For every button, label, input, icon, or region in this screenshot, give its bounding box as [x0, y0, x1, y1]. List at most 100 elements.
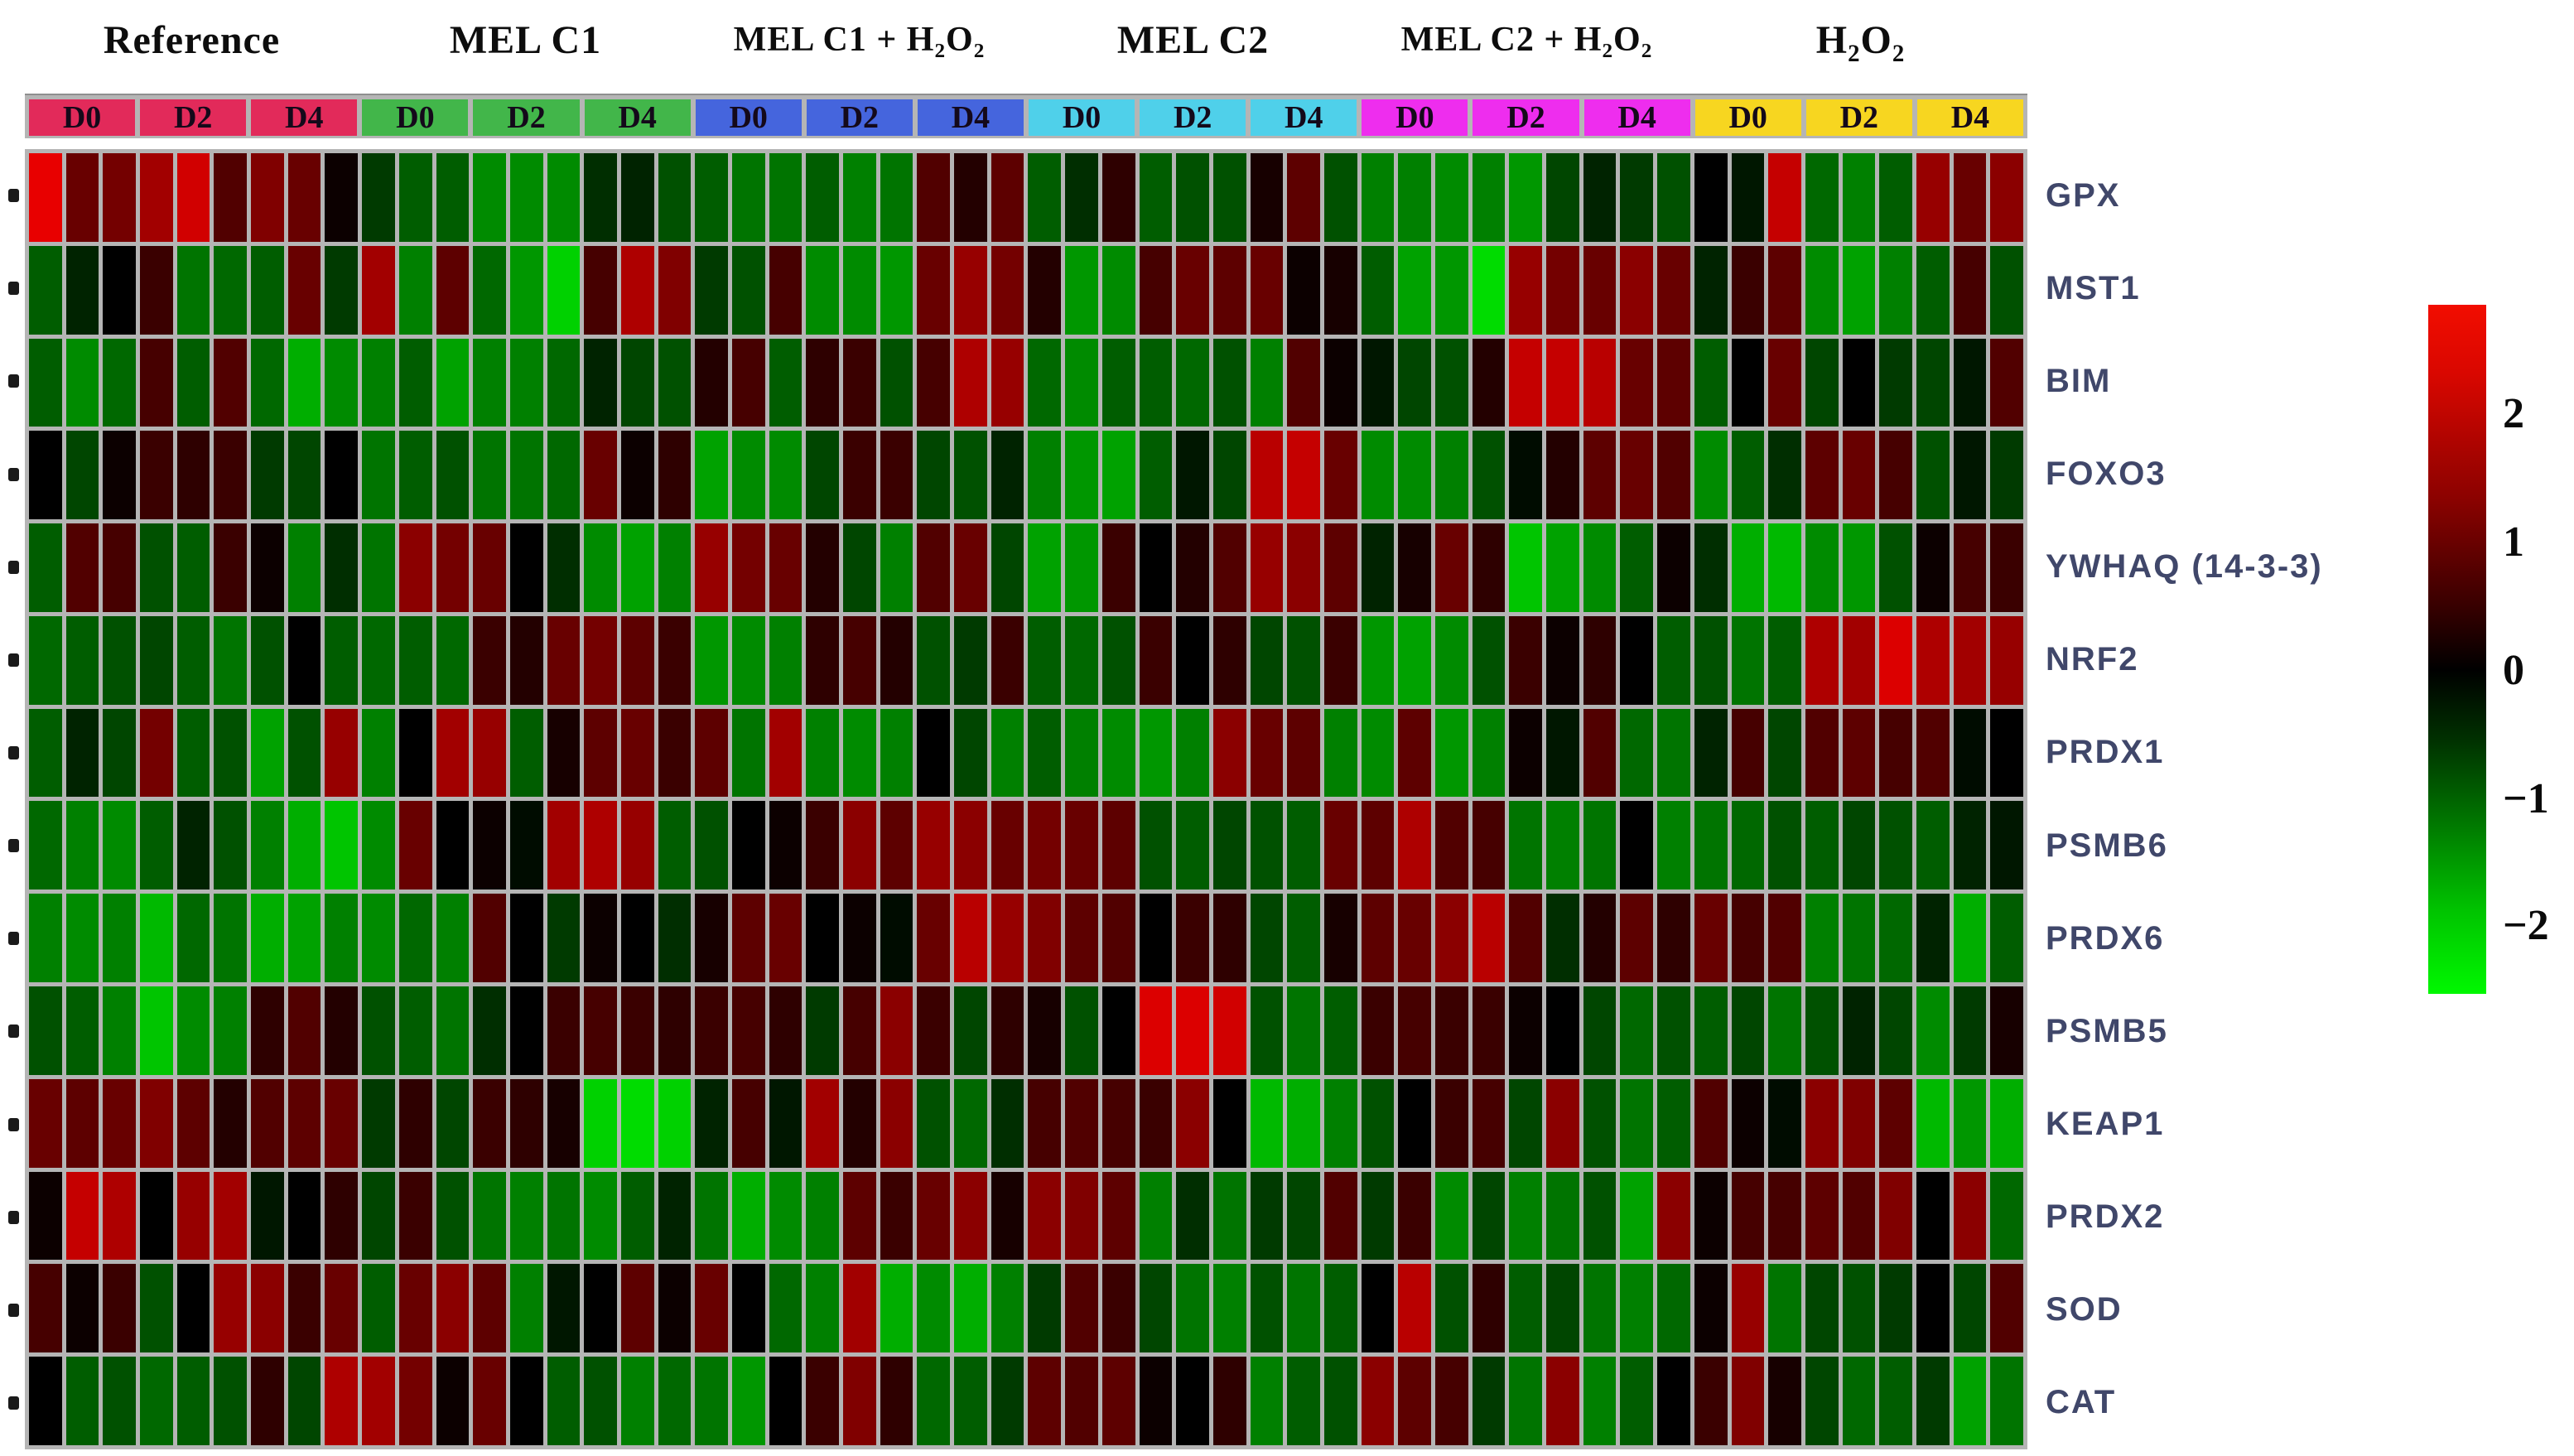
heatmap-cell — [1435, 1357, 1468, 1445]
heatmap-cell — [1953, 1264, 1987, 1353]
heatmap-cell — [436, 1357, 470, 1445]
heatmap-cell — [1620, 894, 1654, 983]
heatmap-cell — [1398, 894, 1432, 983]
heatmap-cell — [1435, 986, 1468, 1075]
heatmap-cell — [325, 615, 359, 705]
heatmap-cell — [1620, 615, 1654, 705]
heatmap-cell — [769, 1078, 803, 1168]
heatmap-cell — [65, 338, 99, 427]
heatmap-cell — [1805, 1264, 1839, 1353]
heatmap-cell — [1065, 986, 1098, 1075]
day-segment: D2 — [1473, 99, 1579, 136]
heatmap-cell — [1990, 986, 2023, 1075]
heatmap-cell — [695, 986, 729, 1075]
heatmap-cell — [509, 523, 543, 612]
heatmap-cell — [473, 708, 506, 798]
heatmap-cell — [954, 801, 987, 890]
heatmap-cell — [1842, 708, 1876, 798]
heatmap-cell — [954, 894, 987, 983]
heatmap-cell — [1250, 1357, 1284, 1445]
heatmap-cell — [806, 245, 840, 335]
heatmap-cell — [1398, 1357, 1432, 1445]
heatmap-cell — [1323, 986, 1357, 1075]
heatmap-cell — [1472, 1171, 1506, 1261]
heatmap-cell — [584, 1357, 617, 1445]
heatmap-cell — [1287, 615, 1320, 705]
heatmap-cell — [769, 615, 803, 705]
heatmap-cell — [806, 615, 840, 705]
heatmap-cell — [1250, 431, 1284, 520]
heatmap-cell — [843, 153, 876, 242]
heatmap-cell — [917, 1264, 951, 1353]
heatmap-cell — [1583, 1078, 1617, 1168]
heatmap-cell — [1212, 1171, 1246, 1261]
heatmap-cell — [1546, 1078, 1579, 1168]
colorbar-tick-label: 2 — [2503, 390, 2524, 437]
heatmap-cell — [214, 1357, 248, 1445]
heatmap-cell — [1509, 894, 1543, 983]
heatmap-cell — [620, 338, 654, 427]
heatmap-cell — [140, 615, 173, 705]
heatmap-cell — [954, 338, 987, 427]
heatmap-cell — [1546, 1357, 1579, 1445]
heatmap-cell — [843, 894, 876, 983]
row-label: PRDX6 — [2046, 919, 2165, 957]
heatmap-cell — [140, 801, 173, 890]
heatmap-cell — [1176, 153, 1209, 242]
heatmap-cell — [1620, 245, 1654, 335]
heatmap-cell — [251, 615, 284, 705]
heatmap-cell — [1287, 1078, 1320, 1168]
heatmap-cell — [1361, 801, 1395, 890]
heatmap-cell — [1916, 338, 1950, 427]
heatmap-cell — [65, 708, 99, 798]
heatmap-cell — [1842, 338, 1876, 427]
heatmap-cell — [806, 523, 840, 612]
heatmap-cell — [1361, 1357, 1395, 1445]
heatmap-cell — [658, 615, 692, 705]
heatmap-cell — [287, 615, 321, 705]
heatmap-cell — [1028, 708, 1062, 798]
heatmap-cell — [325, 338, 359, 427]
heatmap-cell — [843, 1264, 876, 1353]
heatmap-cell — [103, 1078, 137, 1168]
heatmap-cell — [1250, 1078, 1284, 1168]
heatmap-cell — [658, 1078, 692, 1168]
heatmap-cell — [473, 986, 506, 1075]
heatmap-cell — [509, 245, 543, 335]
heatmap-cell — [1583, 894, 1617, 983]
heatmap-cell — [769, 431, 803, 520]
heatmap-cell — [509, 431, 543, 520]
heatmap-cell — [584, 153, 617, 242]
heatmap-cell — [1176, 615, 1209, 705]
heatmap-cell — [1546, 338, 1579, 427]
heatmap-cell — [695, 801, 729, 890]
heatmap-cell — [1805, 986, 1839, 1075]
heatmap-cell — [1694, 1264, 1728, 1353]
heatmap-cell — [658, 894, 692, 983]
heatmap-cell — [1879, 1078, 1912, 1168]
heatmap-cell — [362, 338, 395, 427]
heatmap-grid — [25, 149, 2027, 1449]
heatmap-cell — [917, 1078, 951, 1168]
heatmap-cell — [29, 615, 62, 705]
heatmap-cell — [398, 1171, 432, 1261]
heatmap-cell — [880, 245, 913, 335]
heatmap-cell — [398, 431, 432, 520]
heatmap-cell — [1879, 708, 1912, 798]
heatmap-cell — [1361, 431, 1395, 520]
heatmap-cell — [732, 708, 765, 798]
heatmap-cell — [1435, 1171, 1468, 1261]
heatmap-cell — [991, 153, 1024, 242]
heatmap-cell — [1583, 708, 1617, 798]
heatmap-cell — [473, 431, 506, 520]
heatmap-cell — [1657, 615, 1690, 705]
heatmap-cell — [1990, 338, 2023, 427]
heatmap-cell — [547, 338, 581, 427]
heatmap-cell — [214, 338, 248, 427]
heatmap-cell — [1990, 1264, 2023, 1353]
group-title: H₂O₂ — [1815, 17, 1906, 62]
heatmap-cell — [1101, 615, 1135, 705]
heatmap-cell — [1472, 153, 1506, 242]
heatmap-cell — [287, 338, 321, 427]
heatmap-cell — [1694, 523, 1728, 612]
